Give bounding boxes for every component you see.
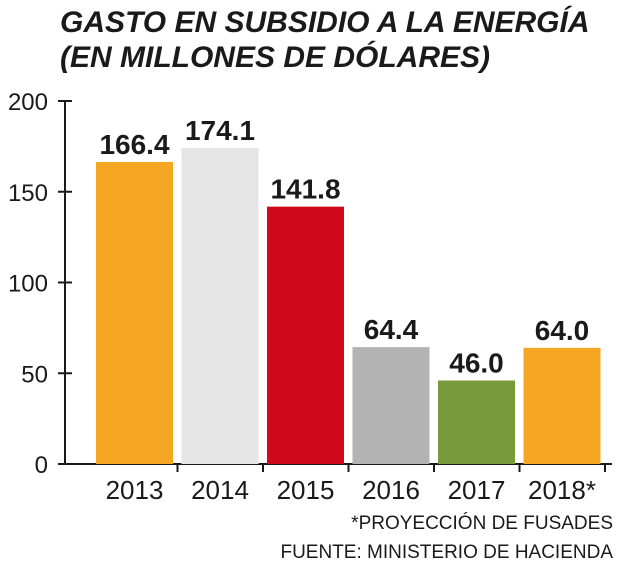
x-tick-label: 2017 [448, 475, 506, 505]
projection-note: *PROYECCIÓN DE FUSADES [351, 513, 613, 534]
data-label: 166.4 [99, 129, 169, 160]
x-tick-label: 2014 [191, 475, 249, 505]
data-label: 141.8 [270, 174, 340, 205]
source-note: FUENTE: MINISTERIO DE HACIENDA [280, 542, 613, 563]
bar-2016 [352, 347, 430, 464]
x-tick-label: 2015 [277, 475, 335, 505]
bar-2018 [523, 347, 601, 464]
y-tick-label: 100 [8, 271, 48, 298]
bar-2013 [96, 161, 173, 464]
x-tick-label: 2016 [362, 475, 420, 505]
chart-title-line-1: GASTO EN SUBSIDIO A LA ENERGÍA [60, 6, 590, 39]
data-label: 64.4 [364, 314, 419, 345]
y-tick-label: 50 [21, 361, 48, 388]
x-tick-label: 2018* [528, 475, 596, 505]
data-label: 64.0 [535, 315, 590, 346]
data-labels: 166.4 2013 174.1 2014 141.8 2015 64.4 2016 46.0 2… [99, 115, 596, 505]
bar-2014 [181, 148, 259, 465]
chart-title-line-2: (EN MILLONES DE DÓLARES) [60, 41, 491, 74]
y-tick-label: 150 [8, 180, 48, 207]
data-label: 46.0 [449, 348, 504, 379]
bar-2015 [267, 206, 344, 464]
x-tick-label: 2013 [106, 475, 164, 505]
bars [96, 148, 601, 465]
axes: 0 50 100 150 200 [8, 89, 612, 479]
data-label: 174.1 [185, 115, 255, 146]
y-tick-label: 0 [35, 452, 48, 479]
bar-2017 [438, 380, 515, 464]
y-tick-label: 200 [8, 89, 48, 116]
